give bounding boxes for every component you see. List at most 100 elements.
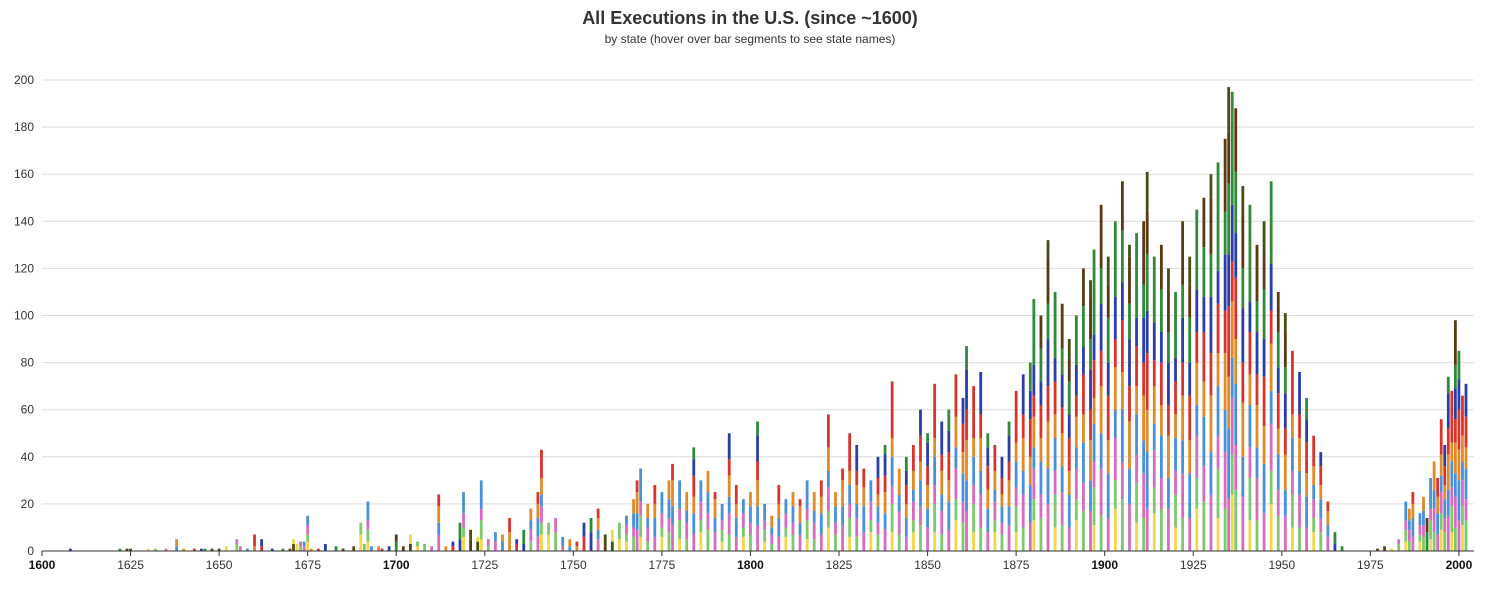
bar-segment[interactable]	[1082, 482, 1085, 511]
bar-1719[interactable]	[462, 492, 465, 551]
bar-segment[interactable]	[1046, 303, 1050, 340]
bar-1844[interactable]	[904, 456, 908, 551]
bar-segment[interactable]	[568, 546, 572, 551]
bar-segment[interactable]	[692, 447, 696, 460]
bar-segment[interactable]	[1411, 518, 1415, 537]
bar-segment[interactable]	[1142, 518, 1146, 551]
bar-segment[interactable]	[986, 489, 990, 509]
bar-segment[interactable]	[416, 541, 419, 547]
bar-segment[interactable]	[1429, 477, 1432, 509]
bar-segment[interactable]	[341, 548, 345, 551]
bar-segment[interactable]	[1446, 428, 1450, 455]
bar-segment[interactable]	[288, 548, 292, 551]
bar-segment[interactable]	[529, 541, 533, 551]
bar-segment[interactable]	[826, 527, 830, 551]
bar-segment[interactable]	[1021, 527, 1025, 551]
bar-segment[interactable]	[1092, 423, 1096, 462]
bar-segment[interactable]	[1128, 386, 1131, 422]
bar-segment[interactable]	[1000, 477, 1004, 495]
bar-1892[interactable]	[1074, 315, 1078, 552]
bar-segment[interactable]	[1319, 518, 1323, 533]
bar-segment[interactable]	[175, 546, 179, 551]
bar-1777[interactable]	[667, 480, 671, 551]
bar-segment[interactable]	[862, 532, 866, 551]
bar-segment[interactable]	[306, 525, 310, 535]
bar-segment[interactable]	[1276, 331, 1280, 368]
bar-1863[interactable]	[972, 386, 976, 551]
bar-segment[interactable]	[1188, 440, 1192, 474]
bar-segment[interactable]	[1067, 527, 1071, 551]
bar-segment[interactable]	[791, 534, 795, 551]
bar-segment[interactable]	[1234, 171, 1238, 234]
bar-1808[interactable]	[777, 485, 781, 551]
bar-segment[interactable]	[334, 546, 338, 551]
bar-segment[interactable]	[1241, 214, 1245, 269]
bar-1608[interactable]	[68, 548, 72, 551]
bar-segment[interactable]	[979, 372, 983, 415]
bar-1806[interactable]	[770, 515, 774, 551]
bar-segment[interactable]	[1443, 532, 1447, 551]
bar-segment[interactable]	[451, 541, 455, 547]
bar-segment[interactable]	[501, 541, 504, 551]
bar-segment[interactable]	[1060, 466, 1064, 493]
bar-segment[interactable]	[486, 546, 490, 551]
bar-segment[interactable]	[1120, 230, 1124, 283]
bar-segment[interactable]	[862, 468, 866, 488]
bar-segment[interactable]	[1425, 518, 1429, 533]
bar-segment[interactable]	[1053, 470, 1057, 495]
bar-1804[interactable]	[763, 503, 767, 551]
bar-segment[interactable]	[536, 503, 540, 519]
bar-1736[interactable]	[522, 529, 526, 551]
bar-segment[interactable]	[653, 518, 657, 537]
bar-segment[interactable]	[1418, 534, 1422, 542]
bar-1710[interactable]	[430, 546, 434, 551]
bar-segment[interactable]	[1007, 435, 1011, 462]
bar-segment[interactable]	[1283, 393, 1287, 429]
bar-segment[interactable]	[841, 525, 844, 551]
bar-segment[interactable]	[660, 513, 664, 528]
bar-1771[interactable]	[646, 503, 650, 551]
bar-segment[interactable]	[182, 548, 186, 551]
bar-segment[interactable]	[791, 522, 795, 535]
bar-segment[interactable]	[1439, 492, 1443, 514]
bar-segment[interactable]	[1340, 546, 1344, 551]
bar-segment[interactable]	[1174, 437, 1177, 471]
bar-segment[interactable]	[1167, 362, 1170, 405]
bar-1924[interactable]	[1188, 256, 1192, 551]
bar-1920[interactable]	[1174, 291, 1177, 551]
bar-segment[interactable]	[1319, 485, 1323, 500]
bar-1903[interactable]	[1113, 221, 1117, 551]
bar-1986[interactable]	[1407, 508, 1411, 551]
bar-segment[interactable]	[639, 468, 643, 502]
bar-segment[interactable]	[1453, 527, 1457, 551]
bar-segment[interactable]	[812, 510, 816, 523]
bar-segment[interactable]	[1436, 513, 1440, 535]
bar-segment[interactable]	[1167, 331, 1170, 363]
bar-segment[interactable]	[1283, 331, 1287, 368]
bar-segment[interactable]	[1046, 256, 1050, 304]
bar-segment[interactable]	[1291, 437, 1294, 471]
bar-1822[interactable]	[826, 414, 830, 551]
bar-1993[interactable]	[1432, 461, 1436, 551]
bar-segment[interactable]	[1053, 381, 1057, 415]
bar-segment[interactable]	[1411, 503, 1415, 519]
bar-1930[interactable]	[1209, 174, 1213, 551]
bar-segment[interactable]	[784, 527, 788, 537]
bar-segment[interactable]	[667, 518, 671, 533]
bar-1765[interactable]	[625, 515, 628, 551]
bar-segment[interactable]	[1464, 383, 1468, 417]
bar-segment[interactable]	[118, 548, 122, 551]
bar-segment[interactable]	[1000, 456, 1004, 478]
bar-segment[interactable]	[1167, 268, 1170, 290]
bar-segment[interactable]	[1014, 442, 1018, 462]
bar-segment[interactable]	[129, 548, 132, 551]
bar-segment[interactable]	[1113, 409, 1117, 438]
bar-1899[interactable]	[1099, 204, 1103, 551]
bar-1856[interactable]	[947, 409, 951, 551]
bar-segment[interactable]	[1128, 256, 1131, 304]
bar-segment[interactable]	[972, 532, 976, 551]
bar-segment[interactable]	[476, 541, 480, 551]
bar-1914[interactable]	[1152, 256, 1156, 551]
bar-segment[interactable]	[965, 510, 968, 551]
bar-segment[interactable]	[1216, 270, 1220, 304]
